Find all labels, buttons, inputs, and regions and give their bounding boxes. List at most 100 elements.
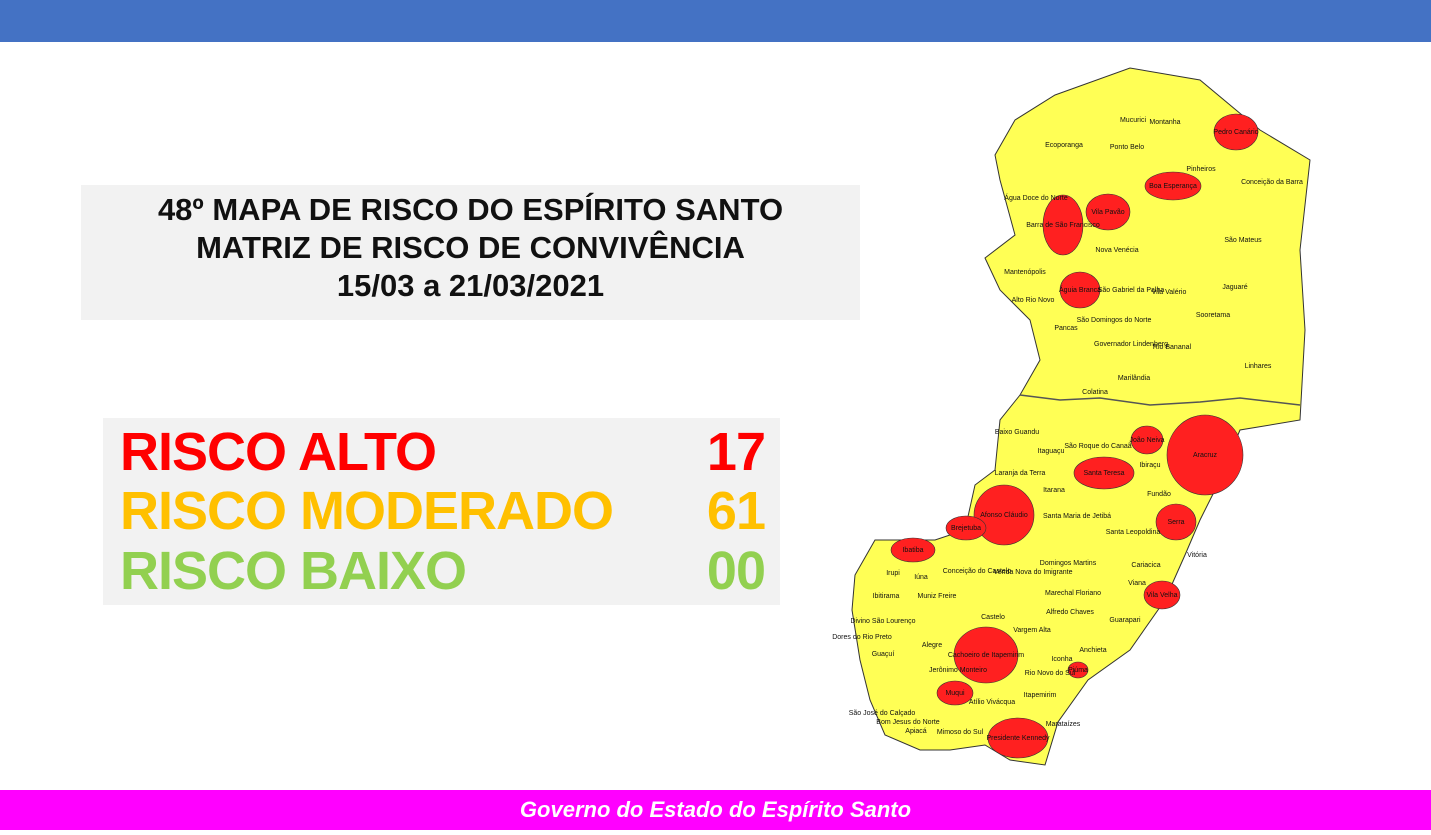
legend-count: 17: [706, 422, 766, 482]
municipality-label: Ecoporanga: [1045, 142, 1083, 149]
high-risk-area: [1042, 194, 1084, 256]
municipality-label: Guarapari: [1109, 617, 1141, 624]
title-line: 15/03 a 21/03/2021: [336, 268, 605, 303]
legend-label: RISCO MODERADO: [120, 481, 614, 541]
legend-row: RISCO MODERADO 61: [120, 481, 766, 541]
high-risk-area: [1130, 425, 1164, 455]
municipality-label: Fundão: [1147, 491, 1171, 498]
high-risk-area: [1067, 661, 1089, 679]
municipality-label: Piúma: [1068, 667, 1088, 674]
municipality-label: Rio Novo do Sul: [1025, 670, 1076, 677]
municipality-label: Aracruz: [1193, 452, 1218, 459]
map: Pedro Canário Boa Esperança Barra de São F…: [832, 67, 1311, 766]
municipality-label: Marilândia: [1118, 375, 1150, 382]
municipality-label: Ibiraçu: [1139, 462, 1160, 469]
legend-row: RISCO ALTO 17: [120, 422, 766, 482]
municipality-label: Venda Nova do Imigrante: [994, 569, 1073, 576]
municipality-label: Atílio Vivácqua: [969, 699, 1015, 706]
municipality-label: Ibitirama: [873, 593, 900, 600]
high-risk-area: [1166, 414, 1244, 496]
high-risk-area: [987, 717, 1049, 759]
title-line: 48º MAPA DE RISCO DO ESPÍRITO SANTO: [157, 192, 784, 227]
municipality-label: Domingos Martins: [1040, 560, 1097, 567]
municipality-label: Pinheiros: [1186, 166, 1216, 173]
municipality-label: Afonso Cláudio: [980, 512, 1028, 519]
municipality-label: Mucurici: [1120, 117, 1147, 124]
municipality-label: Nova Venécia: [1095, 247, 1138, 254]
high-risk-area: [1155, 503, 1197, 541]
municipality-label: São Domingos do Norte: [1077, 317, 1152, 324]
municipality-label: Alfredo Chaves: [1046, 609, 1094, 616]
municipality-label: Mimoso do Sul: [937, 729, 984, 736]
municipality-label: Vila Velha: [1146, 592, 1177, 599]
river: [1019, 394, 1301, 406]
municipality-label: Iconha: [1051, 656, 1072, 663]
legend-row: RISCO BAIXO 00: [120, 541, 766, 601]
municipality-label: Marechal Floriano: [1045, 590, 1101, 597]
municipality-label: Barra de São Francisco: [1026, 222, 1100, 229]
municipality-label: Governador Lindenberg: [1094, 341, 1168, 348]
municipality-label: Colatina: [1082, 389, 1108, 396]
municipality-label: Rio Bananal: [1153, 344, 1192, 351]
municipality-label: Anchieta: [1079, 647, 1106, 654]
high-risk-area: [1073, 456, 1135, 490]
high-risk-area: [1059, 271, 1101, 309]
high-risk-area: [1085, 193, 1131, 231]
municipality-label: Presidente Kennedy: [986, 735, 1050, 742]
legend-label: RISCO ALTO: [120, 422, 437, 482]
municipality-label: Boa Esperança: [1149, 183, 1197, 190]
municipality-label: Pedro Canário: [1213, 129, 1258, 136]
municipality-label: Itarana: [1043, 487, 1065, 494]
municipality-label: Mantenópolis: [1004, 269, 1046, 276]
municipality-label: Água Doce do Norte: [1004, 193, 1068, 202]
legend-count: 61: [706, 481, 766, 541]
municipality-label: Apiacá: [905, 728, 927, 735]
municipality-label: Vila Valério: [1152, 289, 1187, 296]
municipality-label: Guaçuí: [872, 651, 895, 658]
municipality-label: Linhares: [1245, 363, 1272, 370]
high-risk-area: [1144, 171, 1202, 201]
title-box: 48º MAPA DE RISCO DO ESPÍRITO SANTO MATR…: [81, 185, 860, 320]
municipality-label: Santa Leopoldina: [1106, 529, 1161, 536]
municipality-label: Vila Pavão: [1091, 209, 1124, 216]
municipality-label: Divino São Lourenço: [851, 618, 916, 625]
municipality-label: Ibatiba: [902, 547, 923, 554]
municipality-label: Baixo Guandu: [995, 429, 1039, 436]
municipality-label: Irupi: [886, 570, 900, 577]
municipality-label: Jerônimo Monteiro: [929, 667, 987, 674]
high-risk-area: [1143, 580, 1181, 610]
municipality-label: Brejetuba: [951, 525, 981, 532]
municipality-label: Muniz Freire: [918, 593, 957, 600]
municipality-label: Águia Branca: [1059, 285, 1101, 294]
top-bar: [0, 0, 1431, 42]
high-risk-area: [1213, 113, 1259, 151]
municipality-label: São Mateus: [1224, 237, 1262, 244]
municipality-label: Castelo: [981, 614, 1005, 621]
municipality-label: Pancas: [1054, 325, 1078, 332]
high-risk-area: [973, 484, 1035, 546]
municipality-label: Vargem Alta: [1013, 627, 1051, 634]
municipality-label: São Roque do Canaã: [1064, 443, 1131, 450]
municipality-label: Itapemirim: [1024, 692, 1057, 699]
municipality-label: Sooretama: [1196, 312, 1230, 319]
title-line: MATRIZ DE RISCO DE CONVIVÊNCIA: [196, 230, 745, 265]
footer: Governo do Estado do Espírito Santo: [0, 790, 1431, 830]
municipality-label: Montanha: [1149, 119, 1180, 126]
municipality-label: São José do Calçado: [849, 710, 916, 717]
state-outline: [851, 67, 1311, 766]
municipality-label: São Gabriel da Palha: [1098, 287, 1165, 294]
municipality-label: Conceição do Castelo: [943, 568, 1012, 575]
municipality-label: Bom Jesus do Norte: [876, 719, 940, 726]
municipality-label: Muqui: [945, 690, 965, 697]
municipality-label: Itaguaçu: [1038, 448, 1065, 455]
legend-count: 00: [706, 541, 766, 601]
municipality-label: Dores do Rio Preto: [832, 634, 892, 641]
municipality-label: Laranja da Terra: [995, 470, 1046, 477]
municipality-label: Jaguaré: [1222, 284, 1247, 291]
high-risk-area: [945, 515, 987, 541]
high-risk-area: [953, 626, 1019, 684]
municipality-label: João Neiva: [1129, 437, 1164, 444]
municipality-label: Alto Rio Novo: [1012, 297, 1055, 304]
municipality-label: Conceição da Barra: [1241, 179, 1303, 186]
